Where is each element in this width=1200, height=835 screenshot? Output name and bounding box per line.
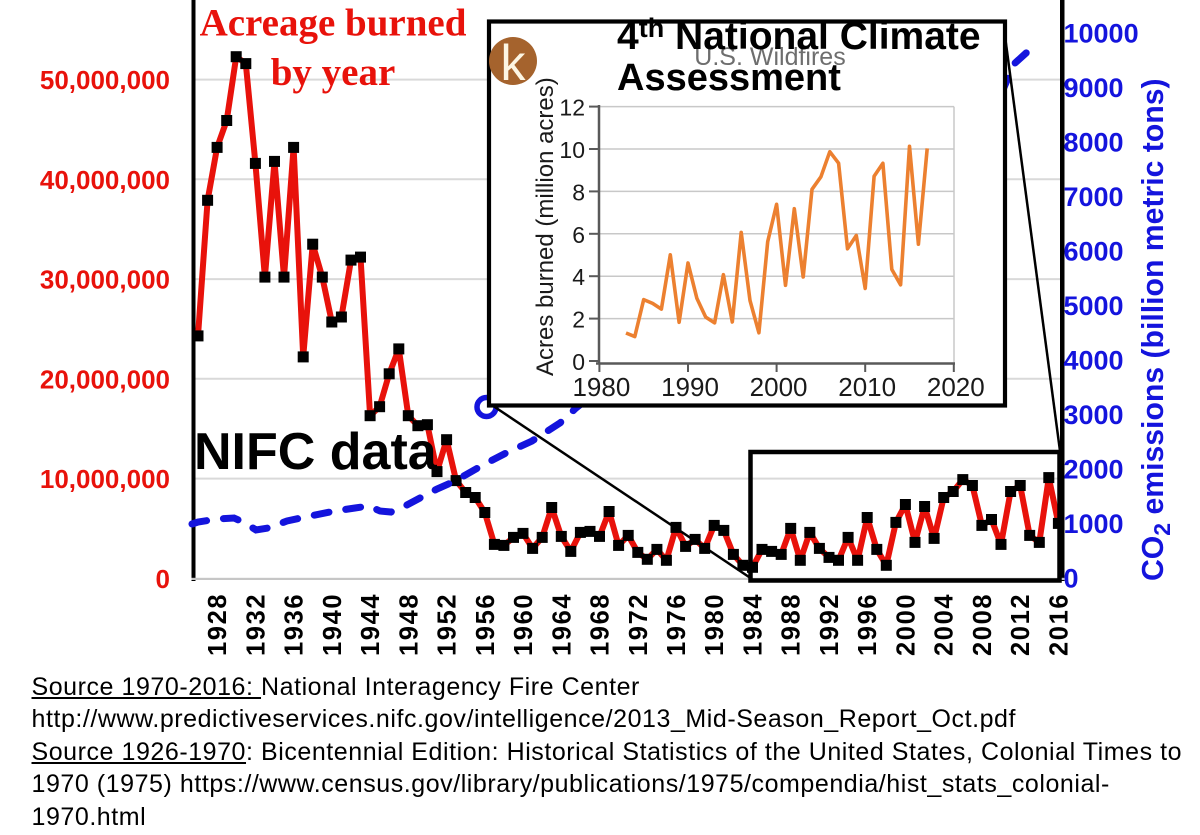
svg-text:2010: 2010 [838, 372, 896, 402]
svg-text:0: 0 [572, 349, 585, 375]
svg-text:1976: 1976 [663, 593, 691, 656]
svg-text:4th National Climate: 4th National Climate [617, 13, 981, 58]
svg-text:30,000,000: 30,000,000 [40, 265, 170, 295]
svg-text:2012: 2012 [1007, 593, 1035, 656]
svg-text:8: 8 [572, 179, 585, 205]
svg-text:1932: 1932 [242, 593, 270, 656]
svg-text:9000: 9000 [1064, 73, 1124, 103]
svg-text:3000: 3000 [1064, 400, 1124, 430]
svg-text:1968: 1968 [587, 593, 615, 656]
svg-text:1984: 1984 [740, 593, 768, 656]
svg-text:Acres burned (million acres): Acres burned (million acres) [532, 77, 559, 376]
svg-text:Acreage burned: Acreage burned [200, 2, 467, 45]
svg-text:7000: 7000 [1064, 182, 1124, 212]
svg-text:1936: 1936 [281, 593, 309, 656]
svg-text:12: 12 [559, 95, 585, 121]
svg-text:1956: 1956 [472, 593, 500, 656]
svg-text:4: 4 [572, 264, 585, 290]
svg-text:2000: 2000 [750, 372, 808, 402]
svg-text:1960: 1960 [510, 593, 538, 656]
svg-text:4000: 4000 [1064, 346, 1124, 376]
svg-text:40,000,000: 40,000,000 [40, 165, 170, 195]
svg-text:1944: 1944 [357, 593, 385, 656]
svg-text:50,000,000: 50,000,000 [40, 65, 170, 95]
svg-text:2008: 2008 [969, 593, 997, 656]
svg-text:10,000,000: 10,000,000 [40, 464, 170, 494]
svg-text:1948: 1948 [395, 593, 423, 656]
svg-text:1980: 1980 [701, 593, 729, 656]
svg-text:2000: 2000 [892, 593, 920, 656]
svg-text:5000: 5000 [1064, 291, 1124, 321]
svg-text:1990: 1990 [661, 372, 719, 402]
svg-text:1992: 1992 [816, 593, 844, 656]
svg-text:NIFC data: NIFC data [194, 423, 438, 481]
svg-text:by year: by year [271, 51, 396, 94]
svg-text:2: 2 [572, 307, 585, 333]
svg-text:1996: 1996 [854, 593, 882, 656]
svg-text:2016: 2016 [1045, 593, 1073, 656]
svg-text:2004: 2004 [931, 593, 959, 656]
svg-text:CO2 emissions (billion metric: CO2 emissions (billion metric tons) [1137, 78, 1175, 581]
svg-text:1988: 1988 [778, 593, 806, 656]
svg-text:U.S. Wildfires: U.S. Wildfires [694, 43, 845, 71]
svg-text:1000: 1000 [1064, 509, 1124, 539]
svg-text:6000: 6000 [1064, 237, 1124, 267]
svg-text:10: 10 [559, 137, 585, 163]
svg-text:1952: 1952 [434, 593, 462, 656]
svg-text:1964: 1964 [548, 593, 576, 656]
svg-text:1940: 1940 [319, 593, 347, 656]
svg-text:Assessment: Assessment [617, 57, 841, 99]
svg-text:2020: 2020 [927, 372, 985, 402]
svg-text:1980: 1980 [572, 372, 630, 402]
svg-text:10000: 10000 [1064, 19, 1139, 49]
svg-text:2000: 2000 [1064, 455, 1124, 485]
svg-text:20,000,000: 20,000,000 [40, 364, 170, 394]
svg-text:6: 6 [572, 222, 585, 248]
svg-text:1928: 1928 [204, 593, 232, 656]
svg-text:0: 0 [1064, 564, 1079, 594]
svg-text:8000: 8000 [1064, 128, 1124, 158]
svg-text:0: 0 [156, 564, 170, 594]
svg-text:k: k [501, 35, 527, 91]
svg-text:1972: 1972 [625, 593, 653, 656]
